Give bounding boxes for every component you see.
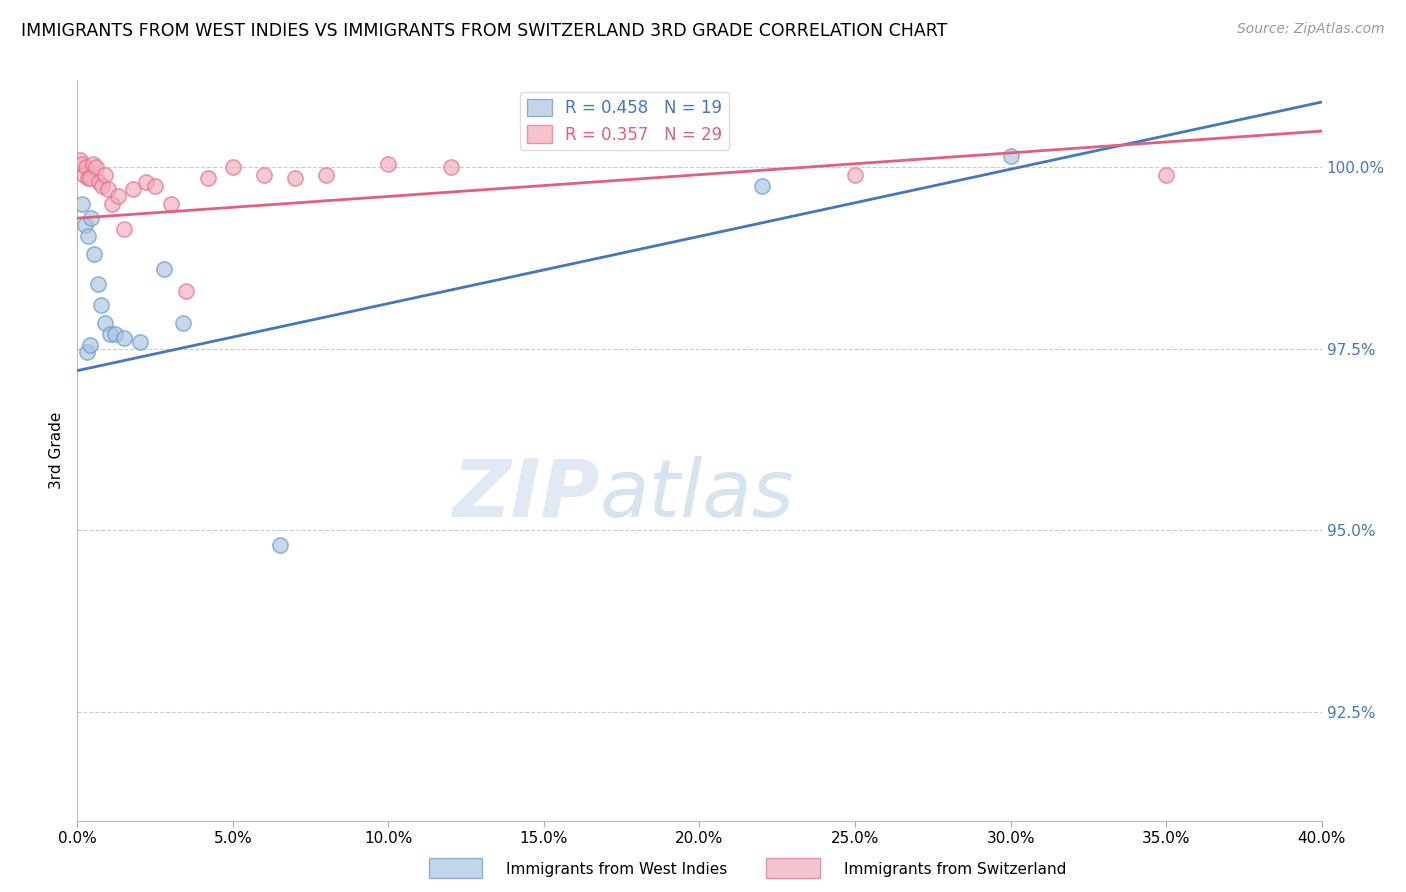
Point — [80, 211, 103, 226]
Point — [153, 262, 176, 277]
Point — [90, 298, 112, 312]
Point — [75, 161, 97, 175]
Point — [100, 196, 122, 211]
Point — [253, 168, 276, 182]
Point — [107, 189, 129, 203]
Point — [87, 175, 110, 189]
Point — [751, 178, 773, 193]
Text: ZIP: ZIP — [453, 456, 600, 534]
Point — [70, 196, 93, 211]
Point — [197, 171, 219, 186]
Point — [174, 284, 197, 298]
Point — [94, 317, 117, 331]
Point — [440, 161, 463, 175]
Point — [79, 171, 101, 186]
Text: Immigrants from West Indies: Immigrants from West Indies — [506, 863, 727, 877]
Legend: R = 0.458   N = 19, R = 0.357   N = 29: R = 0.458 N = 19, R = 0.357 N = 29 — [520, 92, 730, 151]
Point — [91, 178, 114, 193]
Point — [94, 168, 117, 182]
Text: atlas: atlas — [600, 456, 794, 534]
Point — [112, 331, 135, 345]
Point — [77, 229, 100, 244]
Point — [128, 334, 150, 349]
Point — [222, 161, 245, 175]
Point — [83, 247, 105, 261]
Point — [284, 171, 307, 186]
Point — [70, 157, 93, 171]
Point — [1154, 168, 1177, 182]
Point — [135, 175, 157, 189]
Point — [75, 219, 97, 233]
Text: Source: ZipAtlas.com: Source: ZipAtlas.com — [1237, 22, 1385, 37]
Point — [1000, 149, 1022, 163]
Point — [79, 338, 101, 352]
Y-axis label: 3rd Grade: 3rd Grade — [49, 412, 65, 489]
Point — [159, 196, 181, 211]
Point — [84, 161, 107, 175]
Point — [69, 153, 91, 168]
Point — [143, 178, 166, 193]
Point — [76, 345, 98, 359]
Point — [98, 327, 121, 342]
Point — [82, 157, 104, 171]
Point — [844, 168, 866, 182]
Point — [77, 171, 100, 186]
Point — [86, 277, 108, 291]
Text: Immigrants from Switzerland: Immigrants from Switzerland — [844, 863, 1066, 877]
Point — [104, 327, 127, 342]
Point — [377, 157, 399, 171]
Point — [97, 182, 120, 196]
Point — [72, 168, 94, 182]
Point — [112, 222, 135, 236]
Point — [172, 317, 194, 331]
Point — [315, 168, 337, 182]
Point — [122, 182, 145, 196]
Text: IMMIGRANTS FROM WEST INDIES VS IMMIGRANTS FROM SWITZERLAND 3RD GRADE CORRELATION: IMMIGRANTS FROM WEST INDIES VS IMMIGRANT… — [21, 22, 948, 40]
Point — [269, 538, 291, 552]
